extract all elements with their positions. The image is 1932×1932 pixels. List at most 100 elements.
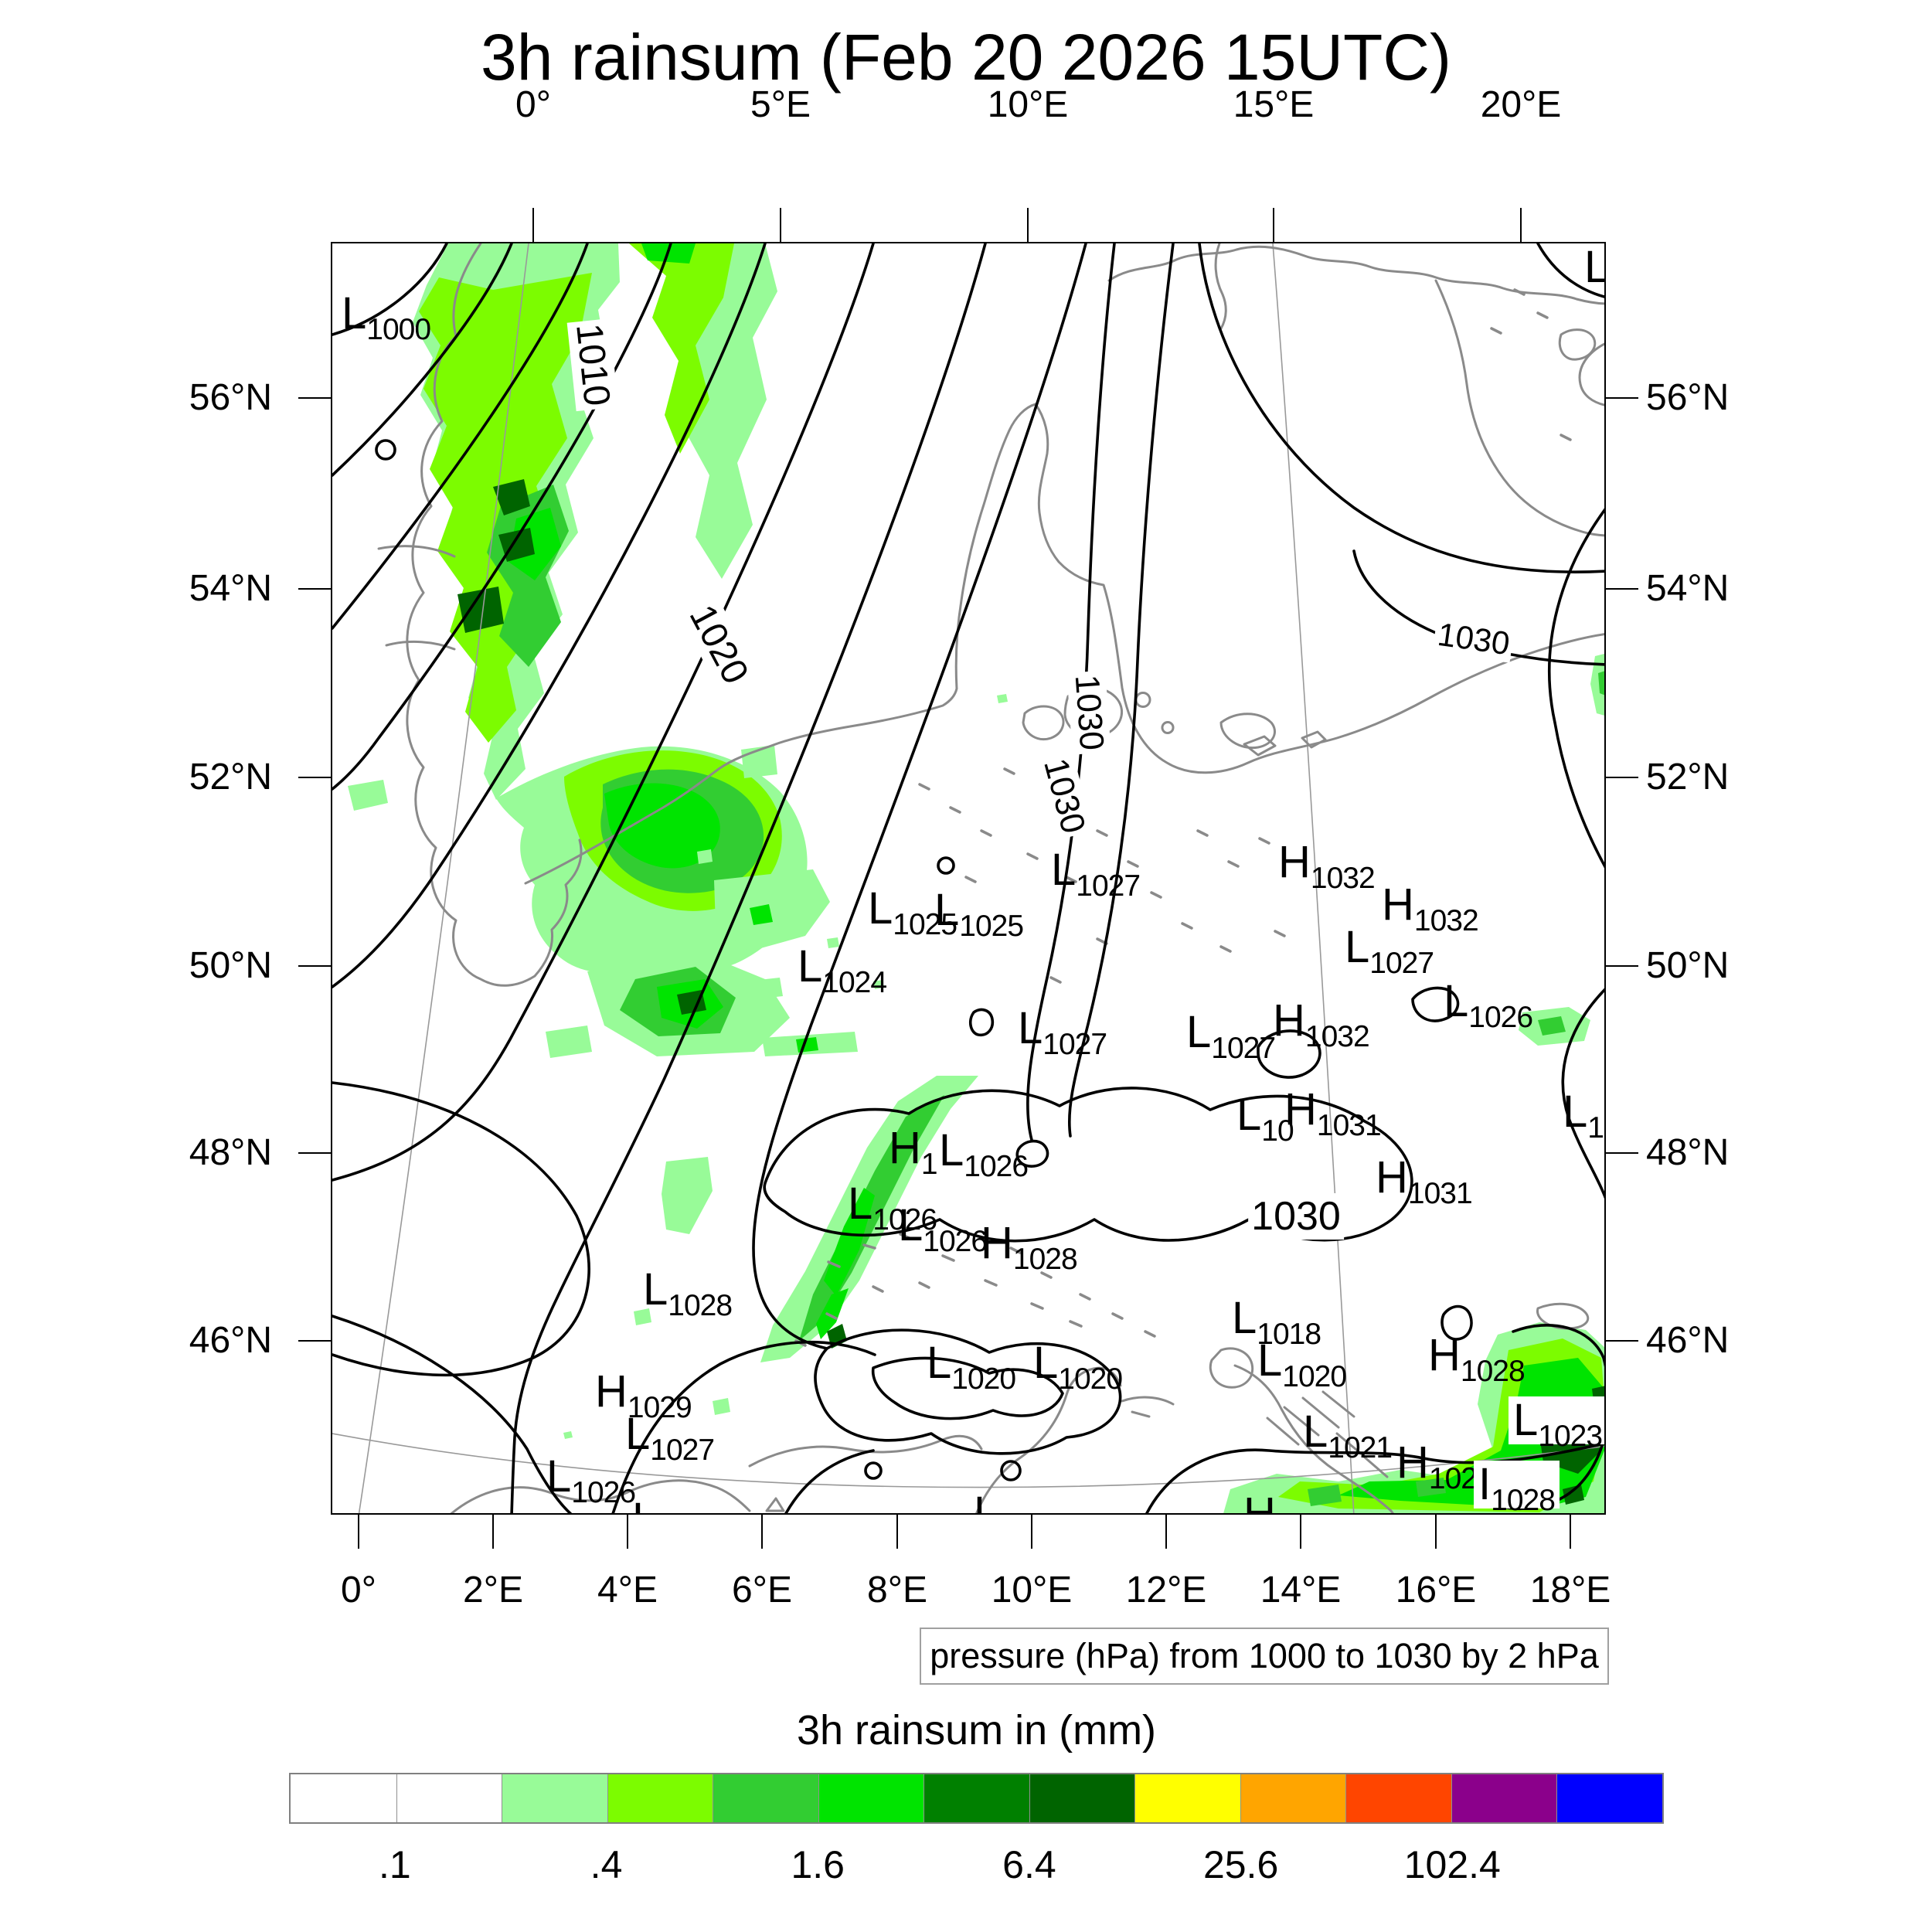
pressure-letter: L: [1186, 1007, 1212, 1057]
right-axis-tick: [1606, 1340, 1638, 1342]
pressure-value: 1021: [1328, 1431, 1393, 1464]
pressure-value: 1028: [1491, 1484, 1556, 1515]
top-axis-label: 15°E: [1233, 84, 1315, 125]
pressure-letter: L: [1257, 1335, 1283, 1386]
left-axis-label: 56°N: [189, 377, 272, 418]
pressure-center-label: H1032: [1278, 837, 1376, 894]
left-axis-tick: [298, 588, 331, 590]
pressure-center-label: L1025: [868, 886, 957, 940]
contour-inline-label: 1030: [1066, 670, 1111, 755]
pressure-value: 1023: [1538, 1420, 1603, 1453]
bottom-axis-tick: [1570, 1515, 1571, 1549]
bottom-axis-tick: [358, 1515, 359, 1549]
pressure-letter: L: [798, 941, 823, 992]
left-axis-label: 52°N: [189, 757, 272, 798]
pressure-center-label: H1029: [595, 1366, 692, 1423]
bottom-axis-label: 6°E: [732, 1570, 792, 1611]
pressure-letter: I: [1478, 1459, 1492, 1509]
pressure-value: 1026: [1468, 1001, 1533, 1034]
pressure-center-label: L1023: [1509, 1395, 1604, 1451]
colorbar-tick-label: 102.4: [1403, 1843, 1501, 1886]
contour-inline-label: 1030: [1248, 1193, 1344, 1240]
bottom-axis-label: 4°E: [597, 1570, 658, 1611]
pressure-value: 1028: [668, 1289, 733, 1322]
top-axis-tick: [532, 208, 534, 242]
pressure-center-label: L1020: [1033, 1341, 1123, 1395]
pressure-center-label: L1026: [939, 1128, 1029, 1182]
bottom-axis-tick: [761, 1515, 763, 1549]
pressure-value: 1026: [872, 1203, 937, 1236]
pressure-letter: H: [1278, 837, 1311, 887]
pressure-center-label: 1020: [1344, 1489, 1409, 1513]
pressure-center-label: L1018: [1232, 1296, 1321, 1350]
pressure-value: 1000: [366, 313, 431, 346]
pressure-caption: pressure (hPa) from 1000 to 1030 by 2 hP…: [930, 1636, 1599, 1675]
pressure-value: 1020: [951, 1362, 1016, 1396]
pressure-center-label: L1026: [848, 1182, 937, 1236]
colorbar-cell: [1029, 1774, 1135, 1822]
pressure-value: 1031: [1316, 1109, 1382, 1142]
pressure-center-label: L1025: [632, 1497, 721, 1514]
left-axis-label: 54°N: [189, 568, 272, 609]
colorbar-tick-label: .1: [378, 1843, 411, 1886]
pressure-center-label: L1027: [625, 1409, 715, 1466]
right-axis-tick: [1606, 397, 1638, 399]
colorbar-cell: [1345, 1774, 1451, 1822]
pressure-letter: L: [934, 885, 960, 935]
contour-inline-label: 1010: [566, 318, 619, 411]
pressure-value: 1026: [923, 1225, 988, 1258]
right-axis-label: 46°N: [1646, 1320, 1730, 1361]
bottom-axis-tick: [1165, 1515, 1167, 1549]
pressure-value: 1027: [1076, 869, 1141, 903]
map-svg: [332, 243, 1604, 1513]
pressure-letter: L: [625, 1409, 651, 1459]
pressure-letter: H: [1428, 1330, 1461, 1380]
pressure-letter: L: [1303, 1406, 1328, 1457]
left-axis-label: 50°N: [189, 945, 272, 986]
pressure-letter: H: [595, 1366, 628, 1417]
pressure-letter: L: [1584, 243, 1604, 292]
pressure-center-label: H1032: [1273, 998, 1370, 1053]
pressure-center-label: L1026: [1444, 979, 1533, 1033]
pressure-letter: L: [1513, 1395, 1539, 1445]
colorbar-cell: [1240, 1774, 1346, 1822]
terrain-specks: [794, 288, 1572, 1347]
pressure-center-label: H1028: [1428, 1330, 1526, 1387]
right-axis-tick: [1606, 965, 1638, 967]
colorbar-cell: [1451, 1774, 1557, 1822]
left-axis-tick: [298, 1340, 331, 1342]
pressure-center-label: L10: [1563, 1087, 1604, 1144]
pressure-center-label: L1020: [927, 1338, 1016, 1395]
pressure-center-label: I1028: [1474, 1459, 1560, 1513]
colorbar-cell: [396, 1774, 502, 1822]
pressure-letter: H: [1284, 1084, 1317, 1134]
top-axis-tick: [1520, 208, 1522, 242]
pressure-caption-box: pressure (hPa) from 1000 to 1030 by 2 hP…: [920, 1628, 1609, 1685]
bottom-axis-tick: [492, 1515, 494, 1549]
right-axis-label: 54°N: [1646, 568, 1730, 609]
colorbar-cell: [713, 1774, 818, 1822]
pressure-center-label: H1032: [1382, 883, 1479, 937]
pressure-value: 1028: [1460, 1355, 1526, 1388]
pressure-letter: H: [1376, 1152, 1408, 1202]
colorbar-tick-label: .4: [590, 1843, 623, 1886]
pressure-letter: L: [1563, 1087, 1588, 1137]
pressure-value: 1027: [650, 1434, 715, 1467]
bottom-axis-label: 8°E: [867, 1570, 927, 1611]
pressure-letter: L: [927, 1338, 952, 1388]
colorbar: [289, 1773, 1664, 1824]
pressure-center-label: L1025: [934, 885, 1024, 942]
pressure-letter: L: [974, 1488, 999, 1515]
pressure-value: 1025: [893, 908, 957, 941]
bottom-axis-label: 12°E: [1125, 1570, 1207, 1611]
pressure-letter: L: [546, 1451, 572, 1502]
bottom-axis-tick: [627, 1515, 628, 1549]
pressure-center-label: L1020: [974, 1488, 1063, 1515]
page-title: 3h rainsum (Feb 20 2026 15UTC): [481, 21, 1451, 94]
colorbar-cell: [818, 1774, 924, 1822]
bottom-axis-tick: [1435, 1515, 1437, 1549]
colorbar-cell: [607, 1774, 713, 1822]
pressure-center-label: L1000: [342, 291, 431, 345]
colorbar-cell: [502, 1774, 607, 1822]
pressure-center-label: L1027: [1345, 925, 1434, 979]
